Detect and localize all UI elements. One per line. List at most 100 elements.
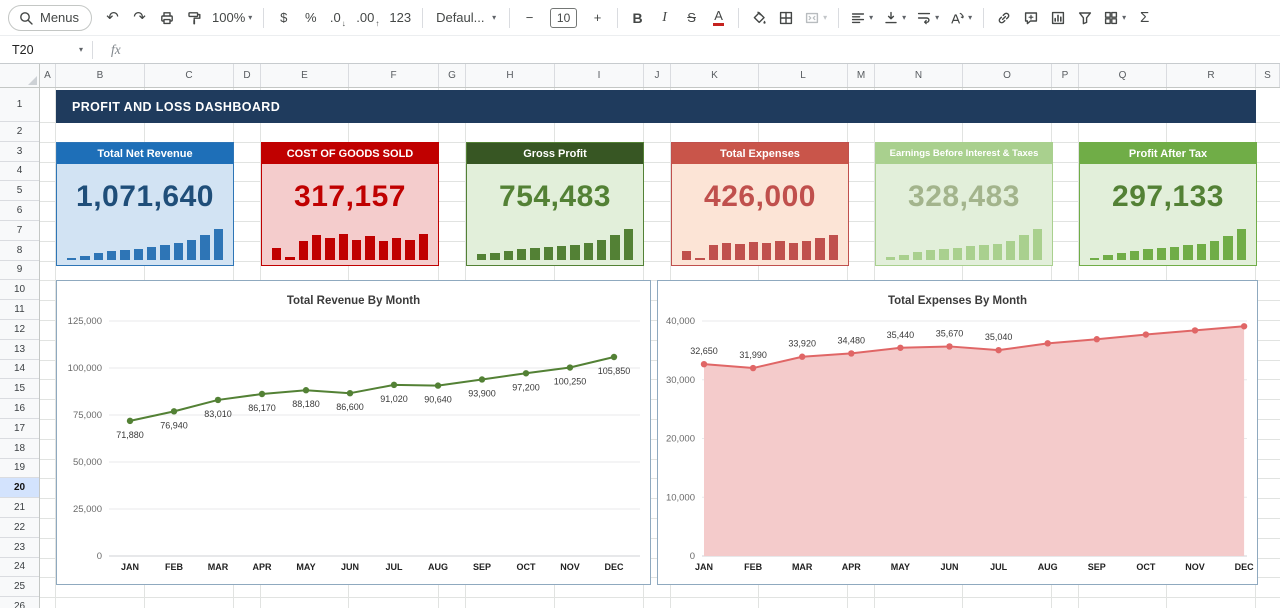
svg-text:Total Expenses By Month: Total Expenses By Month — [888, 295, 1027, 307]
row-header-11[interactable]: 11 — [0, 300, 39, 320]
formula-input[interactable] — [121, 36, 1280, 63]
row-header-17[interactable]: 17 — [0, 419, 39, 439]
kpi-card-cost-of-goods-sold[interactable]: COST OF GOODS SOLD 317,157 — [261, 142, 439, 266]
format-currency-button[interactable]: $ — [271, 5, 296, 31]
kpi-card-ebit[interactable]: Earnings Before Interest & Taxes 328,483 — [875, 142, 1053, 266]
column-header-Q[interactable]: Q — [1079, 64, 1167, 87]
column-header-G[interactable]: G — [439, 64, 466, 87]
italic-button[interactable]: I — [652, 5, 677, 31]
row-header-10[interactable]: 10 — [0, 280, 39, 301]
column-header-O[interactable]: O — [963, 64, 1052, 87]
merge-cells-button[interactable]: ▾ — [800, 5, 831, 31]
kpi-card-value: 754,483 — [499, 179, 611, 213]
column-header-H[interactable]: H — [466, 64, 555, 87]
font-select[interactable]: Defaul... ▾ — [430, 5, 502, 31]
kpi-card-total-net-revenue[interactable]: Total Net Revenue 1,071,640 — [56, 142, 234, 266]
row-header-4[interactable]: 4 — [0, 162, 39, 182]
text-color-button[interactable]: A — [706, 5, 731, 31]
select-all-corner[interactable] — [0, 64, 40, 88]
increase-decimal-button[interactable]: .00 ↑ — [352, 5, 383, 31]
row-header-12[interactable]: 12 — [0, 320, 39, 340]
row-header-13[interactable]: 13 — [0, 340, 39, 360]
row-header-2[interactable]: 2 — [0, 122, 39, 142]
row-header-21[interactable]: 21 — [0, 498, 39, 518]
create-filter-button[interactable] — [1072, 5, 1097, 31]
column-header-P[interactable]: P — [1052, 64, 1079, 87]
text-color-button-label: A — [713, 9, 724, 26]
undo-button[interactable]: ↶ — [100, 5, 125, 31]
menus-button[interactable]: Menus — [8, 4, 93, 31]
rotate-icon — [949, 10, 965, 26]
insert-chart-button[interactable] — [1045, 5, 1070, 31]
row-header-8[interactable]: 8 — [0, 241, 39, 261]
redo-button[interactable]: ↷ — [127, 5, 152, 31]
row-header-16[interactable]: 16 — [0, 399, 39, 419]
zoom-select[interactable]: 100% ▾ — [208, 5, 256, 31]
column-header-S[interactable]: S — [1256, 64, 1280, 87]
column-header-J[interactable]: J — [644, 64, 671, 87]
increase-font-size-button[interactable]: + — [585, 5, 610, 31]
column-header-R[interactable]: R — [1167, 64, 1256, 87]
kpi-card-total-expenses[interactable]: Total Expenses 426,000 — [671, 142, 849, 266]
row-header-3[interactable]: 3 — [0, 142, 39, 162]
sheet-grid[interactable]: PROFIT AND LOSS DASHBOARD Total Net Reve… — [40, 88, 1280, 608]
functions-button[interactable]: Σ — [1132, 5, 1157, 31]
revenue-chart[interactable]: Total Revenue By Month 0 25,000 50,000 75,00… — [56, 280, 651, 585]
svg-text:Total Revenue By Month: Total Revenue By Month — [287, 295, 420, 307]
row-header-1[interactable]: 1 — [0, 88, 39, 122]
horizontal-align-button[interactable]: ▾ — [846, 5, 877, 31]
column-header-B[interactable]: B — [56, 64, 145, 87]
column-header-N[interactable]: N — [875, 64, 963, 87]
paint-format-button[interactable] — [181, 5, 206, 31]
decrease-font-size-button[interactable]: − — [517, 5, 542, 31]
row-header-19[interactable]: 19 — [0, 459, 39, 479]
column-header-D[interactable]: D — [234, 64, 261, 87]
text-wrap-button[interactable]: ▾ — [912, 5, 943, 31]
row-header-5[interactable]: 5 — [0, 181, 39, 202]
fill-color-button[interactable] — [746, 5, 771, 31]
more-formats-button[interactable]: 123 — [385, 5, 415, 31]
insert-comment-button[interactable] — [1018, 5, 1043, 31]
column-header-E[interactable]: E — [261, 64, 349, 87]
svg-text:34,480: 34,480 — [838, 335, 866, 345]
insert-link-button[interactable] — [991, 5, 1016, 31]
borders-button[interactable] — [773, 5, 798, 31]
row-header-20[interactable]: 20 — [0, 478, 39, 499]
decrease-decimal-button[interactable]: .0 ↓ — [325, 5, 350, 31]
row-header-15[interactable]: 15 — [0, 379, 39, 400]
search-icon — [18, 10, 34, 26]
vertical-align-button[interactable]: ▾ — [879, 5, 910, 31]
expenses-chart[interactable]: Total Expenses By Month 0 10,000 20,000 30,0… — [657, 280, 1258, 585]
row-header-22[interactable]: 22 — [0, 518, 39, 538]
row-header-14[interactable]: 14 — [0, 360, 39, 380]
column-header-L[interactable]: L — [759, 64, 848, 87]
strikethrough-button[interactable]: S — [679, 5, 704, 31]
row-header-9[interactable]: 9 — [0, 261, 39, 281]
row-header-18[interactable]: 18 — [0, 439, 39, 459]
column-header-I[interactable]: I — [555, 64, 644, 87]
row-header-25[interactable]: 25 — [0, 577, 39, 598]
column-header-K[interactable]: K — [671, 64, 759, 87]
font-size-input[interactable]: 10 — [544, 5, 583, 31]
toolbar-separator — [983, 7, 985, 28]
column-header-A[interactable]: A — [40, 64, 56, 87]
print-button[interactable] — [154, 5, 179, 31]
column-header-C[interactable]: C — [145, 64, 234, 87]
column-header-M[interactable]: M — [848, 64, 875, 87]
format-currency-button-label: $ — [280, 10, 288, 25]
table-views-button[interactable]: ▾ — [1099, 5, 1130, 31]
row-header-23[interactable]: 23 — [0, 538, 39, 558]
kpi-card-gross-profit[interactable]: Gross Profit 754,483 — [466, 142, 644, 266]
dropdown-caret-icon: ▾ — [935, 12, 940, 22]
row-header-24[interactable]: 24 — [0, 558, 39, 578]
row-header-7[interactable]: 7 — [0, 221, 39, 241]
name-box[interactable]: T20 ▾ — [0, 36, 92, 63]
kpi-card-profit-after-tax[interactable]: Profit After Tax 297,133 — [1079, 142, 1257, 266]
column-header-F[interactable]: F — [349, 64, 439, 87]
row-header-26[interactable]: 26 — [0, 597, 39, 608]
bold-button[interactable]: B — [625, 5, 650, 31]
formula-bar: T20 ▾ fx — [0, 36, 1280, 64]
format-percent-button[interactable]: % — [298, 5, 323, 31]
text-rotation-button[interactable]: ▾ — [945, 5, 976, 31]
row-header-6[interactable]: 6 — [0, 201, 39, 221]
